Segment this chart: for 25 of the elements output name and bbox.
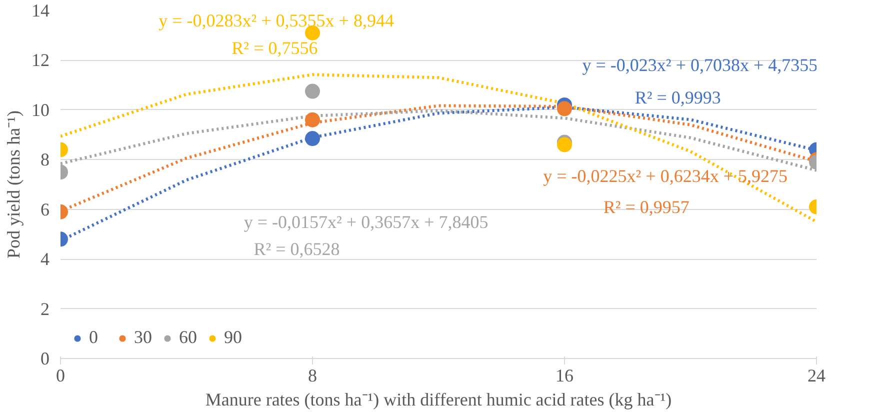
x-tick-label: 0 <box>56 366 65 386</box>
legend-label: 90 <box>224 327 243 348</box>
x-tick-label: 8 <box>308 366 317 386</box>
y-tick-label: 12 <box>32 50 50 70</box>
annotation: R² = 0,9957 <box>603 196 690 217</box>
y-tick-label: 8 <box>40 150 50 170</box>
x-axis-title: Manure rates (tons ha⁻¹) with different humic acid rates (kg ha⁻¹) <box>205 390 672 410</box>
y-axis-title: Pod yield (tons ha⁻¹) <box>4 110 24 258</box>
y-tick-label: 0 <box>40 348 50 368</box>
annotation: R² = 0,7556 <box>232 38 318 58</box>
legend-label: 60 <box>179 327 198 348</box>
y-tick-label: 14 <box>32 0 50 20</box>
annotation: y = -0,0225x² + 0,6234x + 5,9275 <box>543 166 788 186</box>
annotation: y = -0,0283x² + 0,5355x + 8,944 <box>158 10 394 30</box>
x-tick-label: 24 <box>808 366 826 386</box>
y-tick-label: 10 <box>32 100 50 120</box>
x-tick-label: 16 <box>556 366 574 386</box>
y-tick-label: 6 <box>40 199 50 220</box>
y-tick-label: 2 <box>40 298 50 319</box>
annotation: R² = 0,6528 <box>254 239 340 260</box>
y-tick-label: 4 <box>40 249 50 270</box>
annotation: y = -0,0157x² + 0,3657x + 7,8405 <box>244 212 488 232</box>
legend-label: 30 <box>134 327 153 348</box>
annotation: R² = 0,9993 <box>634 88 721 108</box>
legend-label: 0 <box>89 327 99 348</box>
